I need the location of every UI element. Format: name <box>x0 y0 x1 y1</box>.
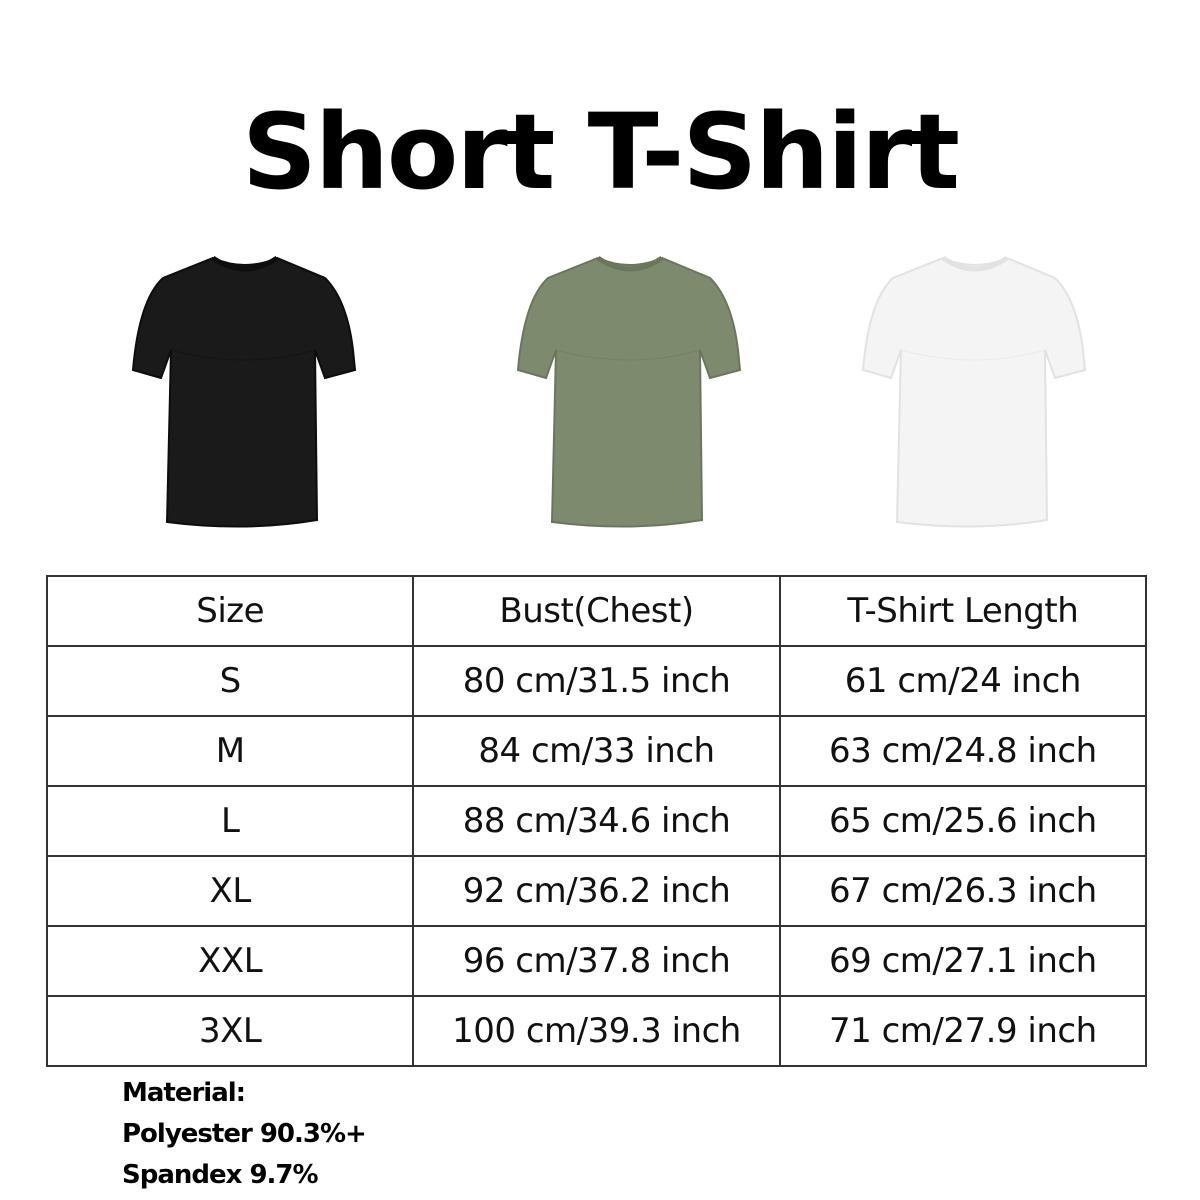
table-cell: Bust(Chest) <box>412 575 781 647</box>
table-row: S 80 cm/31.5 inch 61 cm/24 inch <box>45 645 1148 717</box>
table-row: XL 92 cm/36.2 inch 67 cm/26.3 inch <box>45 855 1148 927</box>
material-info: Material: Polyester 90.3%+ Spandex 9.7% <box>122 1073 367 1196</box>
table-cell: 3XL <box>45 995 415 1067</box>
table-cell: 96 cm/37.8 inch <box>412 925 781 997</box>
table-cell: XL <box>45 855 415 927</box>
page-title: Short T-Shirt <box>241 91 960 213</box>
tshirt-image-black <box>125 250 365 540</box>
table-cell: 71 cm/27.9 inch <box>778 995 1148 1067</box>
table-cell: L <box>45 785 415 857</box>
table-row: M 84 cm/33 inch 63 cm/24.8 inch <box>45 715 1148 787</box>
table-cell: 92 cm/36.2 inch <box>412 855 781 927</box>
material-line: Polyester 90.3%+ <box>122 1119 367 1149</box>
material-label: Material: <box>122 1078 246 1108</box>
table-cell: 69 cm/27.1 inch <box>778 925 1148 997</box>
size-chart-table: Size Bust(Chest) T-Shirt Length S 80 cm/31.5… <box>45 575 1148 1067</box>
table-cell: M <box>45 715 415 787</box>
table-row: 3XL 100 cm/39.3 inch 71 cm/27.9 inch <box>45 995 1148 1067</box>
table-cell: 84 cm/33 inch <box>412 715 781 787</box>
table-header-row: Size Bust(Chest) T-Shirt Length <box>45 575 1148 647</box>
table-cell: 65 cm/25.6 inch <box>778 785 1148 857</box>
table-cell: Size <box>45 575 415 647</box>
table-row: L 88 cm/34.6 inch 65 cm/25.6 inch <box>45 785 1148 857</box>
table-cell: S <box>45 645 415 717</box>
table-cell: 80 cm/31.5 inch <box>412 645 781 717</box>
table-cell: 63 cm/24.8 inch <box>778 715 1148 787</box>
table-cell: 100 cm/39.3 inch <box>412 995 781 1067</box>
table-cell: 88 cm/34.6 inch <box>412 785 781 857</box>
tshirt-image-olive-green <box>510 250 750 540</box>
tshirt-image-white <box>855 250 1095 540</box>
table-cell: 61 cm/24 inch <box>778 645 1148 717</box>
table-cell: XXL <box>45 925 415 997</box>
table-cell: T-Shirt Length <box>778 575 1148 647</box>
material-line: Spandex 9.7% <box>122 1160 319 1190</box>
table-cell: 67 cm/26.3 inch <box>778 855 1148 927</box>
table-row: XXL 96 cm/37.8 inch 69 cm/27.1 inch <box>45 925 1148 997</box>
